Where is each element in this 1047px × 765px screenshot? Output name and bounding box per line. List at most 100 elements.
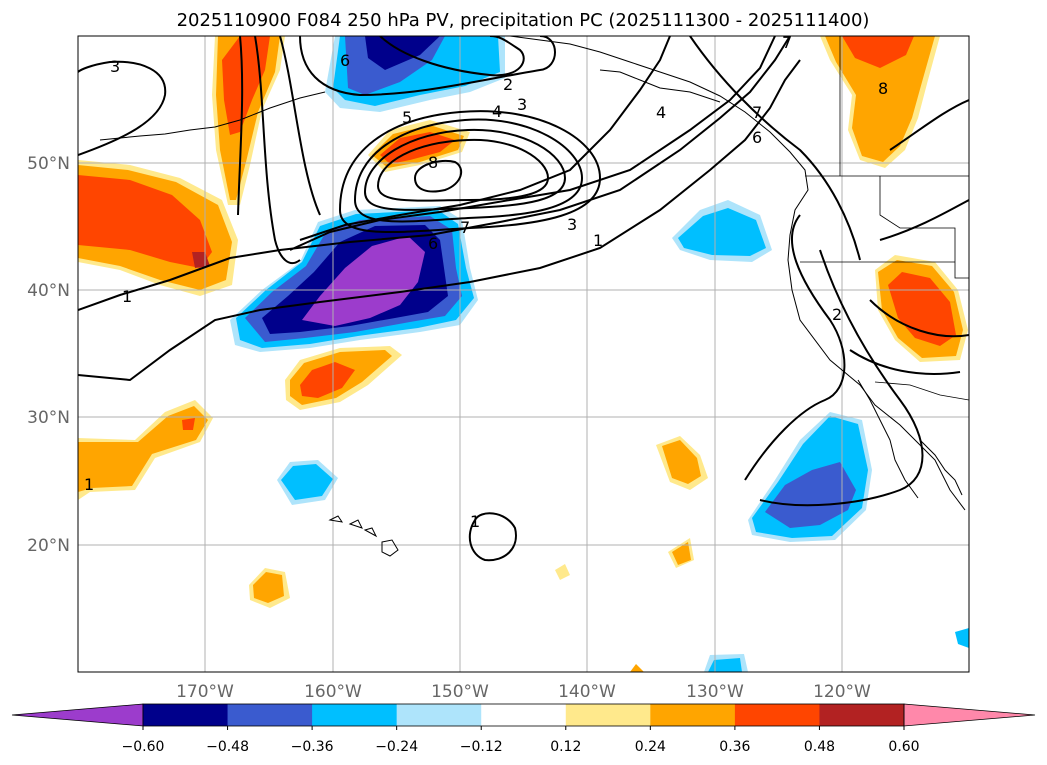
pv-contour-inner (413, 159, 463, 193)
precip-neg-alaska-4 (365, 36, 440, 70)
contour-label: 7 (460, 218, 470, 237)
precip-pos-bottom (630, 664, 644, 672)
contour-label: 1 (470, 512, 480, 531)
precip-pos-left-south-3 (182, 418, 195, 430)
colorbar-tick-label: 0.12 (550, 739, 581, 755)
lon-tick-label: 150°W (431, 682, 489, 702)
lon-tick-label: 160°W (304, 682, 362, 702)
pv-contour-ring-4 (376, 138, 550, 202)
pv-contour-2 (78, 36, 791, 311)
colorbar-segment (734, 704, 820, 726)
contour-label: 2 (503, 75, 513, 94)
colorbar-extend-max (903, 703, 1036, 727)
colorbar-segment (143, 704, 229, 726)
precip-neg-hawaii-2 (281, 464, 333, 500)
colorbar-tick-label: 0.60 (888, 739, 919, 755)
contour-label: 3 (517, 95, 527, 114)
colorbar-tick-label: 0.36 (719, 739, 750, 755)
map-background (78, 36, 969, 672)
figure-title: 2025110900 F084 250 hPa PV, precipitatio… (177, 10, 870, 31)
lon-tick-label: 130°W (686, 682, 744, 702)
colorbar-segment (481, 704, 567, 726)
precip-pos-canada-2 (825, 36, 935, 162)
colorbar-tick-label: −0.24 (375, 739, 418, 755)
contour-label: 6 (340, 51, 350, 70)
contour-label: 8 (428, 153, 438, 172)
pv-contour-east (849, 99, 969, 375)
colorbar-segment (396, 704, 482, 726)
colorbar-segment (650, 704, 736, 726)
contour-label: 8 (878, 79, 888, 98)
precip-pos-135w-4 (672, 542, 691, 565)
contour-label: 6 (752, 128, 762, 147)
precip-shading (78, 36, 969, 672)
lon-tick-labels: 170°W 160°W 150°W 140°W 130°W 120°W (176, 682, 871, 702)
colorbar-extend-min (11, 703, 144, 727)
lon-tick-label: 120°W (813, 682, 871, 702)
lat-tick-label: 50°N (27, 154, 70, 174)
pv-contour-ring-3 (363, 128, 567, 211)
pv-contour-3 (289, 36, 776, 251)
colorbar-tick-label: 0.24 (635, 739, 666, 755)
contour-label: 3 (110, 57, 120, 76)
colorbar-tick-label: −0.36 (291, 739, 334, 755)
pv-contour-north (299, 36, 556, 97)
pv-contour-hawaii (468, 512, 517, 562)
contour-label: 7 (782, 33, 792, 52)
colorbar-segment (819, 704, 905, 726)
precip-pos-west-3 (78, 175, 212, 268)
contour-label: 2 (832, 305, 842, 324)
pv-contour-baja (744, 214, 846, 481)
precip-neg-baja-3 (765, 462, 856, 528)
precip-pos-canada-3 (842, 36, 914, 68)
colorbar-segment (227, 704, 313, 726)
colorbar-tick-label: −0.48 (206, 739, 249, 755)
graticule (78, 36, 969, 672)
contour-label: 7 (752, 103, 762, 122)
map-layers: 3 6 2 3 4 5 8 7 6 3 1 1 4 7 6 7 8 2 1 1 (78, 33, 969, 672)
colorbar-outline (142, 703, 905, 727)
contour-label: 5 (402, 108, 412, 127)
colorbar-tick-label: 0.48 (804, 739, 835, 755)
contour-label: 6 (428, 234, 438, 253)
pv-contour-4 (299, 36, 671, 241)
precip-pos-sub-3 (300, 362, 355, 398)
pv-contour-baja-2 (759, 249, 924, 507)
contour-labels: 3 6 2 3 4 5 8 7 6 3 1 1 4 7 6 7 8 2 1 1 (84, 33, 888, 531)
coastlines (99, 36, 966, 557)
lat-tick-labels: 50°N 40°N 30°N 20°N (27, 154, 70, 556)
pv-contour-west (237, 36, 244, 216)
contour-label: 1 (593, 231, 603, 250)
borders (800, 36, 969, 401)
contour-label: 1 (84, 475, 94, 494)
pv-contour-ring-2 (353, 118, 584, 223)
precip-neg-right-edge (955, 628, 969, 648)
precip-pos-140w (555, 564, 570, 580)
lat-tick-label: 20°N (27, 536, 70, 556)
lat-tick-label: 30°N (27, 408, 70, 428)
colorbar-tick-label: −0.60 (122, 739, 165, 755)
pv-contour-1 (78, 59, 801, 382)
pv-contour-west-2 (254, 36, 301, 265)
contour-label: 1 (122, 287, 132, 306)
contour-label: 4 (492, 102, 502, 121)
colorbar: −0.60 −0.48 −0.36 −0.24 −0.12 0.12 0.24 0.36 0.4… (11, 703, 1036, 755)
pv-contour-nw (78, 60, 167, 156)
map-frame (77, 35, 970, 673)
pv-contour-ring-1 (338, 110, 602, 234)
colorbar-segment (565, 704, 651, 726)
contour-label: 3 (567, 215, 577, 234)
precip-pos-135w-2 (662, 440, 701, 484)
contour-label: 4 (656, 103, 666, 122)
colorbar-segment (312, 704, 398, 726)
precip-neg-bottom-2 (708, 658, 742, 672)
pv-contours (78, 36, 969, 562)
lon-tick-label: 140°W (558, 682, 616, 702)
precip-pos-left-south-2 (78, 406, 208, 492)
precip-pos-south-2 (253, 572, 284, 603)
pv-contour-coast (689, 36, 861, 261)
pv-contour-north-2 (379, 36, 525, 77)
lat-tick-label: 40°N (27, 281, 70, 301)
colorbar-tick-label: −0.12 (460, 739, 503, 755)
